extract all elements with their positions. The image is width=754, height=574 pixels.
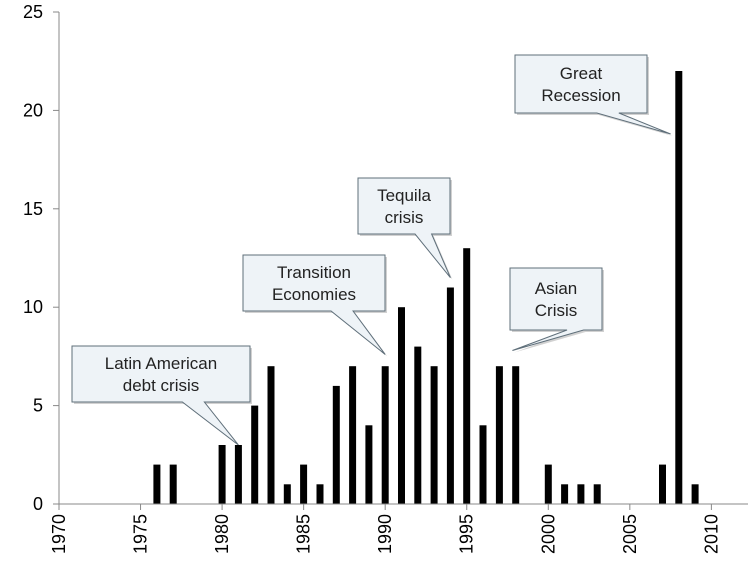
bar-1996 (479, 425, 487, 504)
axes (58, 12, 748, 505)
bar-1984 (283, 484, 291, 504)
y-tick-label: 5 (33, 396, 43, 416)
callout-box (509, 267, 603, 351)
callout-label: Tequila (377, 186, 431, 205)
x-tick-label: 1990 (375, 514, 395, 554)
callout-label: Transition (277, 263, 351, 282)
callout-label: Economies (272, 285, 356, 304)
callout-label: Asian (535, 279, 578, 298)
callout: Transition Economies (242, 254, 388, 357)
bar-1995 (463, 248, 471, 504)
bar-2007 (659, 464, 666, 504)
y-tick-label: 0 (33, 494, 43, 514)
x-ticks: 1970 1975 1980 1985 1990 1995 2000 2005 2010 (49, 504, 721, 554)
x-tick-label: 2005 (620, 514, 640, 554)
callouts: Latin American debt crisis Transition Econo… (71, 54, 673, 447)
bar-1980 (218, 445, 226, 504)
bars (153, 71, 699, 504)
bar-2008 (675, 71, 683, 504)
bar-2000 (544, 464, 552, 504)
bar-2001 (561, 484, 569, 504)
bar-1993 (430, 366, 438, 504)
callout-label: debt crisis (123, 376, 200, 395)
y-tick-label: 10 (23, 297, 43, 317)
bar-2009 (691, 484, 699, 504)
x-tick-label: 1980 (212, 514, 232, 554)
callout: Tequila crisis (357, 177, 453, 280)
callout-box (357, 177, 451, 278)
bar-1987 (332, 385, 340, 504)
bar-1986 (316, 484, 324, 504)
callout-label: Crisis (535, 301, 578, 320)
y-tick-label: 20 (23, 100, 43, 120)
bar-1985 (300, 464, 308, 504)
x-tick-label: 2010 (701, 514, 721, 554)
x-tick-label: 1970 (49, 514, 69, 554)
bar-1988 (349, 366, 357, 504)
bar-1997 (495, 366, 503, 504)
bar-1991 (398, 307, 405, 504)
y-tick-label: 15 (23, 199, 43, 219)
x-tick-label: 1975 (131, 514, 151, 554)
bar-2003 (593, 484, 601, 504)
bar-1990 (381, 366, 389, 504)
y-ticks: 0 5 10 15 20 25 (23, 2, 59, 514)
x-tick-label: 1985 (294, 514, 314, 554)
callout: Latin American debt crisis (71, 345, 252, 447)
callout-box (514, 54, 671, 135)
bar-1992 (414, 346, 422, 504)
bar-1994 (446, 287, 454, 504)
bar-1983 (267, 366, 275, 504)
bar-1982 (251, 405, 259, 504)
bar-1981 (234, 445, 242, 504)
callout: Asian Crisis (509, 267, 604, 353)
y-tick-label: 25 (23, 2, 43, 22)
x-tick-label: 1995 (457, 514, 477, 554)
callout-label: Latin American (105, 354, 217, 373)
callout-box (242, 254, 386, 355)
bar-2002 (577, 484, 585, 504)
callout-label: Recession (541, 86, 620, 105)
bar-1976 (153, 464, 161, 504)
callout-label: crisis (385, 208, 424, 227)
callout: Great Recession (514, 54, 673, 137)
callout-label: Great (560, 64, 603, 83)
bar-1989 (365, 425, 373, 504)
callout-box (71, 345, 251, 446)
bar-1977 (169, 464, 177, 504)
bar-1998 (512, 366, 520, 504)
x-tick-label: 2000 (538, 514, 558, 554)
